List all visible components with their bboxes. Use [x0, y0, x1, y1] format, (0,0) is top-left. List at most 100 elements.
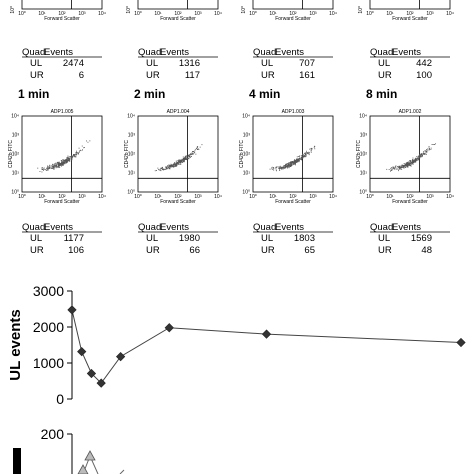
flow-y-tick-label: 10³ [243, 133, 251, 139]
event-dot [168, 167, 170, 169]
flow-plot-frame [137, 0, 219, 10]
event-dot [172, 165, 174, 167]
flow-x-axis-label: Forward Scatter [160, 199, 196, 205]
event-dot [57, 163, 59, 165]
event-dot [290, 163, 292, 165]
event-dot [188, 154, 190, 156]
event-dot [195, 153, 197, 155]
event-dot [179, 161, 181, 162]
event-dot [304, 154, 306, 156]
flow-x-tick-label: 10³ [426, 194, 434, 200]
event-dot [80, 150, 82, 152]
flow-x-tick-label: 10⁴ [214, 194, 222, 200]
event-dot [417, 157, 419, 159]
event-dot [419, 155, 421, 156]
event-dot [285, 166, 287, 168]
event-dot [72, 156, 74, 158]
event-dot [65, 159, 67, 161]
event-dot [41, 171, 43, 173]
event-dot [58, 162, 60, 164]
timepoint-label: 1 min [18, 87, 49, 101]
table-header-quad: Quad [253, 47, 276, 58]
event-dot [425, 150, 427, 152]
event-dot [183, 161, 185, 163]
event-dot [289, 166, 291, 168]
event-dot [66, 162, 67, 164]
event-dot [54, 165, 56, 167]
event-dot [294, 159, 295, 161]
event-dot [406, 163, 408, 165]
event-dot [185, 156, 186, 158]
event-dot [179, 164, 181, 165]
event-dot [173, 162, 175, 164]
data-point [67, 305, 77, 315]
event-dot [305, 153, 307, 155]
event-dot [301, 156, 302, 158]
event-dot [395, 165, 397, 167]
event-dot [59, 163, 61, 165]
event-dot [172, 164, 174, 166]
event-dot [77, 152, 79, 154]
flow-y-tick-label: 10² [243, 152, 251, 158]
event-dot [277, 166, 279, 168]
event-dot [299, 157, 300, 159]
event-dot [291, 162, 292, 164]
event-cloud [269, 145, 316, 172]
event-dot [418, 158, 420, 159]
event-dot [42, 168, 44, 170]
event-dot [49, 167, 51, 169]
event-dot [65, 159, 67, 161]
table-value-ur: 66 [189, 245, 200, 256]
event-dot [188, 155, 190, 157]
event-dot [422, 152, 424, 154]
event-dot [398, 167, 400, 169]
event-dot [313, 146, 315, 148]
y-tick-label: 3000 [33, 283, 64, 299]
event-dot [75, 155, 77, 157]
event-dot [426, 149, 427, 151]
event-dot [180, 161, 182, 163]
event-dot [419, 154, 421, 156]
event-dot [290, 166, 292, 167]
event-dot [405, 165, 407, 167]
flow-y-tick-label: 10⁰ [11, 190, 19, 196]
event-dot [183, 158, 185, 160]
event-dot [185, 158, 187, 160]
event-dot [175, 163, 177, 165]
flow-panel-top-2: 10⁰ 10¹ 10² 10³ 10⁴ Forward Scatter 10⁰ QuadEve… [241, 0, 337, 81]
event-dot [72, 155, 74, 156]
event-dot [405, 163, 407, 164]
event-dot [179, 159, 180, 161]
event-dot [192, 151, 194, 152]
event-dot [70, 156, 72, 157]
event-dot [294, 162, 296, 164]
event-dot [64, 159, 66, 161]
event-dot [60, 160, 62, 161]
event-dot [413, 160, 415, 161]
flow-y-tick-label: 10⁰ [10, 6, 16, 14]
event-dot [306, 150, 307, 152]
event-dot [293, 163, 294, 165]
event-dot [286, 166, 288, 168]
event-dot [66, 160, 68, 162]
table-value-ur: 106 [68, 245, 84, 256]
event-dot [275, 167, 276, 169]
event-dot [43, 169, 44, 171]
event-dot [62, 159, 63, 161]
event-dot [287, 164, 289, 166]
event-dot [175, 160, 177, 162]
event-dot [198, 148, 199, 150]
event-cloud [154, 144, 203, 172]
event-dot [405, 163, 407, 165]
event-dot [51, 168, 53, 169]
event-dot [289, 162, 291, 164]
event-dot [195, 148, 197, 150]
event-dot [184, 157, 186, 159]
event-dot [194, 150, 196, 152]
event-dot [44, 169, 46, 170]
table-value-ul: 1980 [179, 233, 200, 244]
event-dot [287, 164, 289, 166]
data-point [84, 450, 96, 461]
event-dot [409, 165, 411, 166]
event-dot [271, 168, 273, 170]
